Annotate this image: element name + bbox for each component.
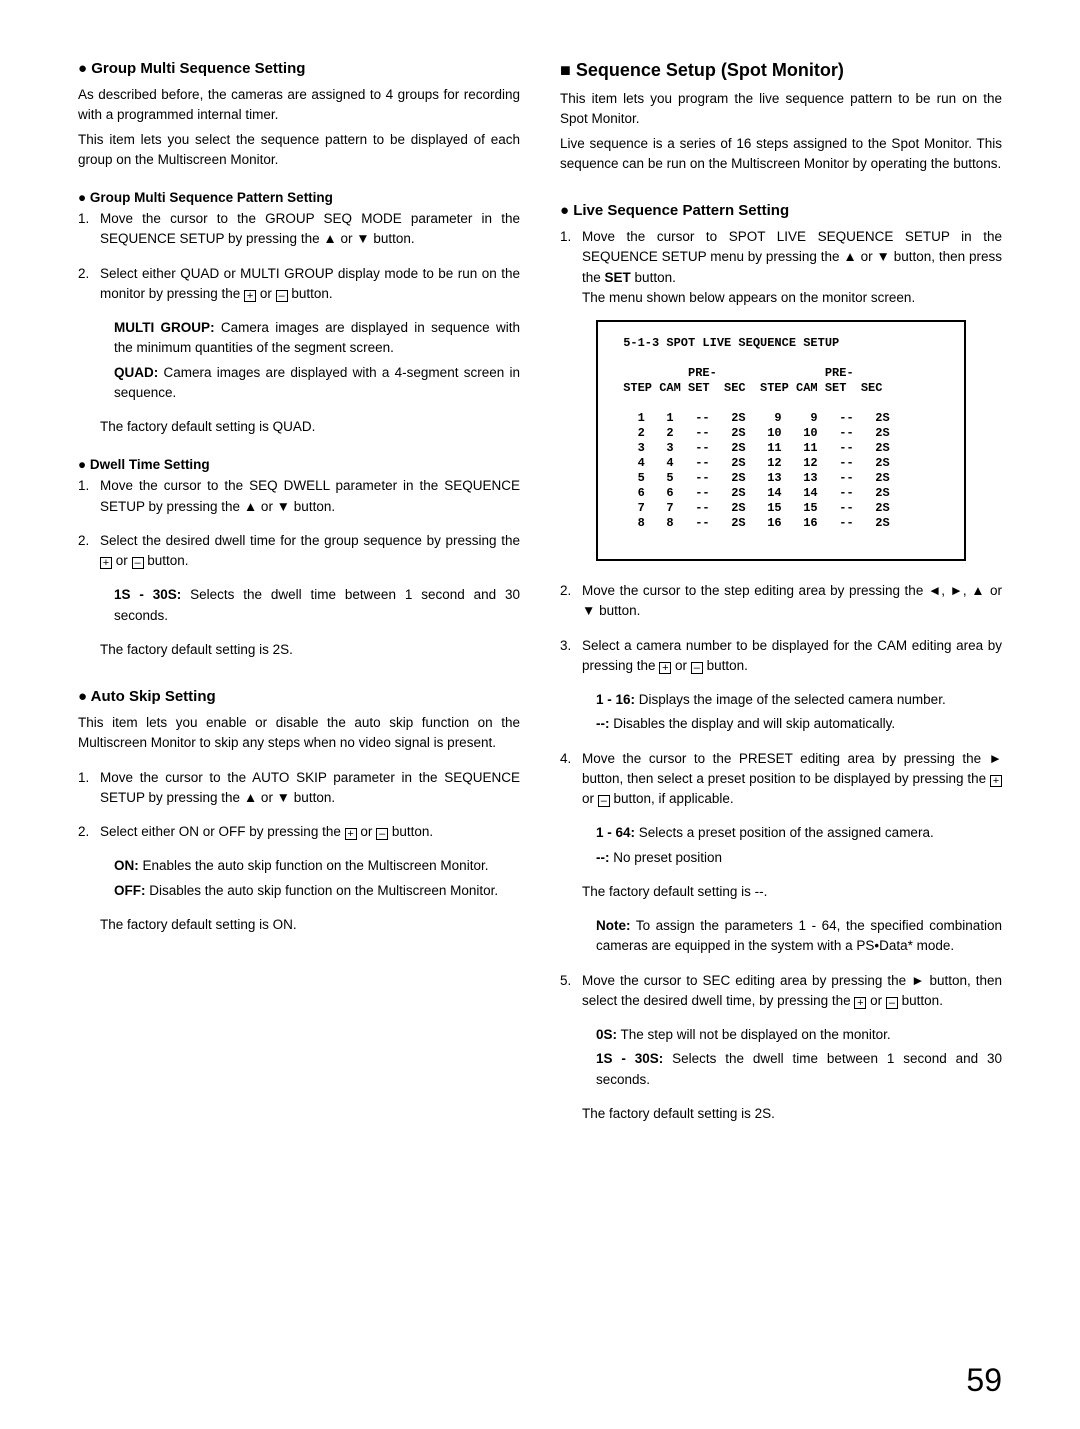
- plus-icon: +: [659, 662, 671, 674]
- minus-icon: –: [598, 795, 610, 807]
- list-live-5: 5. Move the cursor to SEC editing area b…: [560, 971, 1002, 1012]
- heading-autoskip: ● Auto Skip Setting: [78, 688, 520, 705]
- text-spot-intro1: This item lets you program the live sequ…: [560, 89, 1002, 130]
- text-intro1: As described before, the cameras are ass…: [78, 85, 520, 126]
- minus-icon: –: [691, 662, 703, 674]
- heading-group-multi: ● Group Multi Sequence Setting: [78, 60, 520, 77]
- text-1s30s: 1S - 30S: Selects the dwell time between…: [560, 1049, 1002, 1090]
- minus-icon: –: [276, 290, 288, 302]
- list-live-4: 4. Move the cursor to the PRESET editing…: [560, 749, 1002, 810]
- list-live-3: 3. Select a camera number to be displaye…: [560, 636, 1002, 677]
- text-1-64: 1 - 64: Selects a preset position of the…: [560, 823, 1002, 843]
- heading-spot: ■ Sequence Setup (Spot Monitor): [560, 60, 1002, 81]
- plus-icon: +: [854, 997, 866, 1009]
- text-dash1: --: Disables the display and will skip a…: [560, 714, 1002, 734]
- plus-icon: +: [990, 775, 1002, 787]
- text-off: OFF: Disables the auto skip function on …: [78, 881, 520, 901]
- text-autoskip-intro: This item lets you enable or disable the…: [78, 713, 520, 754]
- text-spot-intro2: Live sequence is a series of 16 steps as…: [560, 134, 1002, 175]
- text-autoskip-default: The factory default setting is ON.: [78, 915, 520, 935]
- list-autoskip-2: 2. Select either ON or OFF by pressing t…: [78, 822, 520, 842]
- text-pattern-default: The factory default setting is QUAD.: [78, 417, 520, 437]
- list-live-1: 1. Move the cursor to SPOT LIVE SEQUENCE…: [560, 227, 1002, 308]
- list-pattern-1: 1. Move the cursor to the GROUP SEQ MODE…: [78, 209, 520, 250]
- list-pattern-2: 2. Select either QUAD or MULTI GROUP dis…: [78, 264, 520, 305]
- text-quad: QUAD: Camera images are displayed with a…: [78, 363, 520, 404]
- text-1-16: 1 - 16: Displays the image of the select…: [560, 690, 1002, 710]
- heading-dwell: ● Dwell Time Setting: [78, 457, 520, 472]
- minus-icon: –: [886, 997, 898, 1009]
- plus-icon: +: [244, 290, 256, 302]
- plus-icon: +: [345, 828, 357, 840]
- list-live-2: 2. Move the cursor to the step editing a…: [560, 581, 1002, 622]
- page-number: 59: [966, 1362, 1002, 1399]
- sequence-table: 5-1-3 SPOT LIVE SEQUENCE SETUP PRE- PRE-…: [596, 320, 966, 561]
- text-live4-default: The factory default setting is --.: [560, 882, 1002, 902]
- text-dash2: --: No preset position: [560, 848, 1002, 868]
- text-multigroup: MULTI GROUP: Camera images are displayed…: [78, 318, 520, 359]
- text-intro2: This item lets you select the sequence p…: [78, 130, 520, 171]
- heading-pattern: ● Group Multi Sequence Pattern Setting: [78, 190, 520, 205]
- heading-live: ● Live Sequence Pattern Setting: [560, 202, 1002, 219]
- text-0s: 0S: The step will not be displayed on th…: [560, 1025, 1002, 1045]
- text-dwell-default: The factory default setting is 2S.: [78, 640, 520, 660]
- list-autoskip-1: 1. Move the cursor to the AUTO SKIP para…: [78, 768, 520, 809]
- text-on: ON: Enables the auto skip function on th…: [78, 856, 520, 876]
- text-note: Note: To assign the parameters 1 - 64, t…: [560, 916, 1002, 957]
- minus-icon: –: [132, 557, 144, 569]
- text-live5-default: The factory default setting is 2S.: [560, 1104, 1002, 1124]
- minus-icon: –: [376, 828, 388, 840]
- text-dwell-range: 1S - 30S: Selects the dwell time between…: [78, 585, 520, 626]
- plus-icon: +: [100, 557, 112, 569]
- list-dwell-1: 1. Move the cursor to the SEQ DWELL para…: [78, 476, 520, 517]
- list-dwell-2: 2. Select the desired dwell time for the…: [78, 531, 520, 572]
